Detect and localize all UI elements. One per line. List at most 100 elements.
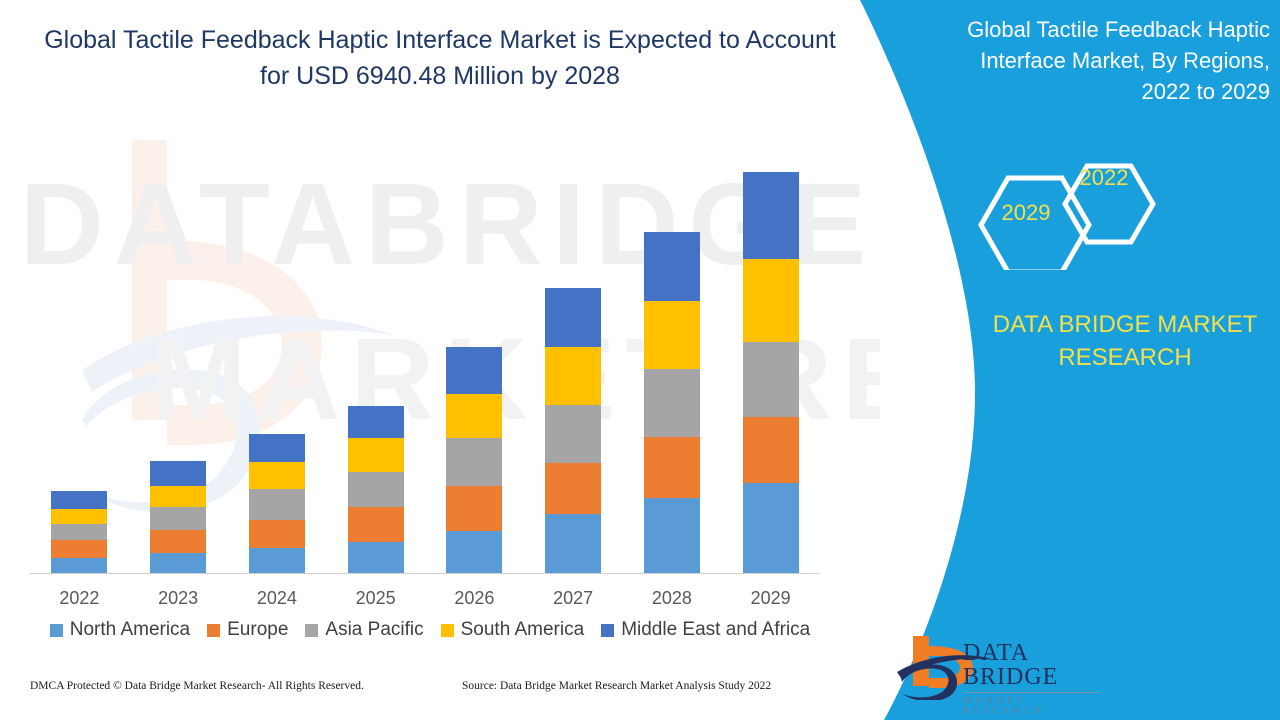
brand-name: DATA BRIDGE MARKET RESEARCH bbox=[992, 311, 1258, 372]
bar-segment bbox=[643, 231, 700, 301]
plot-area bbox=[30, 150, 820, 574]
legend-label: Asia Pacific bbox=[325, 619, 424, 640]
legend-label: South America bbox=[460, 619, 585, 640]
x-axis-tick-label: 2022 bbox=[59, 588, 100, 608]
legend-swatch-icon bbox=[207, 623, 221, 637]
legend-item[interactable]: South America bbox=[440, 619, 585, 641]
bar-segment bbox=[742, 417, 799, 484]
source-text: Source: Data Bridge Market Research Mark… bbox=[462, 680, 772, 692]
bar-segment bbox=[248, 461, 305, 489]
bar-segment bbox=[248, 520, 305, 549]
bar-segment bbox=[347, 471, 404, 508]
x-axis-labels: 2022 2023 2024 2025 2026 2027 2028 2029 bbox=[30, 588, 820, 614]
hex-label-end: 2029 bbox=[1001, 200, 1051, 225]
bar-segment bbox=[742, 483, 799, 573]
page-title: Global Tactile Feedback Haptic Interface… bbox=[44, 26, 836, 91]
bar-segment bbox=[643, 498, 700, 573]
x-axis-tick-label: 2028 bbox=[651, 588, 692, 608]
bar-segment bbox=[545, 347, 602, 405]
bar-segment bbox=[248, 548, 305, 573]
bar-segment bbox=[643, 300, 700, 369]
x-axis-tick-label: 2027 bbox=[553, 588, 594, 608]
bar-segment bbox=[545, 462, 602, 514]
bar-segment bbox=[643, 436, 700, 499]
bar-segment bbox=[742, 341, 799, 418]
x-axis-tick-label: 2024 bbox=[256, 588, 297, 608]
legend-item[interactable]: Middle East and Africa bbox=[601, 619, 810, 641]
legend-item[interactable]: North America bbox=[49, 619, 191, 641]
bar-segment bbox=[347, 541, 404, 573]
hex-label-start: 2022 bbox=[1079, 165, 1129, 190]
stacked-bar[interactable] bbox=[248, 433, 305, 573]
watermark-logo-icon bbox=[82, 140, 392, 513]
stacked-bar[interactable] bbox=[150, 460, 207, 573]
bar-slot bbox=[425, 347, 524, 573]
logo-divider bbox=[964, 692, 1100, 693]
bar-segment bbox=[742, 172, 799, 259]
bar-segment bbox=[347, 405, 404, 439]
bar-segment bbox=[51, 509, 108, 525]
bar-segment bbox=[51, 557, 108, 573]
bar-segment bbox=[248, 488, 305, 521]
x-axis-tick-label: 2025 bbox=[355, 588, 396, 608]
bar-segment bbox=[446, 530, 503, 573]
logo-title: DATA BRIDGE bbox=[963, 640, 1059, 690]
bar-group bbox=[30, 150, 820, 573]
legend-item[interactable]: Asia Pacific bbox=[305, 619, 424, 641]
bar-segment bbox=[545, 404, 602, 463]
bar-slot bbox=[326, 405, 425, 573]
stacked-bar[interactable] bbox=[347, 405, 404, 573]
stacked-bar[interactable] bbox=[742, 172, 799, 573]
legend-label: Middle East and Africa bbox=[621, 619, 811, 640]
chart-legend: North America Europe Asia Pacific South Ame… bbox=[30, 616, 830, 644]
legend-swatch-icon bbox=[601, 623, 615, 637]
legend-swatch-icon bbox=[305, 623, 319, 637]
stacked-bar[interactable] bbox=[643, 231, 700, 573]
bar-segment bbox=[742, 258, 799, 342]
stacked-bar[interactable] bbox=[51, 491, 108, 573]
bar-slot bbox=[30, 491, 129, 573]
bar-segment bbox=[150, 507, 207, 530]
bar-segment bbox=[446, 347, 503, 394]
copyright-text: DMCA Protected © Data Bridge Market Rese… bbox=[30, 680, 364, 692]
bar-segment bbox=[150, 529, 207, 553]
bar-slot bbox=[623, 231, 722, 573]
panel-title: Global Tactile Feedback Haptic Interface… bbox=[967, 17, 1270, 105]
bar-segment bbox=[51, 539, 108, 558]
bar-segment bbox=[545, 287, 602, 348]
stacked-bar-chart: 2022 2023 2024 2025 2026 2027 2028 2029 North A… bbox=[30, 150, 830, 644]
bar-slot bbox=[228, 433, 327, 573]
bar-slot bbox=[524, 287, 623, 573]
bar-segment bbox=[643, 368, 700, 437]
x-axis-line bbox=[30, 573, 820, 574]
bar-segment bbox=[150, 552, 207, 573]
legend-swatch-icon bbox=[440, 623, 454, 637]
hexagon-group: 2022 2029 bbox=[975, 140, 1190, 275]
footer: DMCA Protected © Data Bridge Market Rese… bbox=[0, 680, 880, 710]
legend-label: North America bbox=[69, 619, 191, 640]
bar-segment bbox=[347, 438, 404, 472]
bar-segment bbox=[51, 491, 108, 510]
bar-segment bbox=[446, 485, 503, 531]
logo-subtitle: MARKET RESEARCH bbox=[963, 695, 1045, 715]
bar-segment bbox=[446, 438, 503, 486]
data-bridge-logo-icon bbox=[897, 636, 995, 700]
logo-text: DATA BRIDGE MARKET RESEARCH bbox=[963, 641, 1113, 715]
bar-segment bbox=[446, 393, 503, 439]
bar-segment bbox=[51, 524, 108, 540]
bar-slot bbox=[129, 460, 228, 573]
bar-segment bbox=[150, 460, 207, 486]
x-axis-tick-label: 2029 bbox=[750, 588, 791, 608]
bar-segment bbox=[150, 485, 207, 508]
bar-segment bbox=[545, 513, 602, 573]
x-axis-tick-label: 2023 bbox=[158, 588, 199, 608]
legend-label: Europe bbox=[227, 619, 289, 640]
legend-swatch-icon bbox=[49, 623, 63, 637]
watermark-line-1: DATABRIDGE bbox=[20, 159, 877, 289]
legend-item[interactable]: Europe bbox=[207, 619, 288, 641]
stacked-bar[interactable] bbox=[545, 287, 602, 573]
stacked-bar[interactable] bbox=[446, 347, 503, 573]
bar-segment bbox=[347, 507, 404, 542]
x-axis-tick-label: 2026 bbox=[454, 588, 495, 608]
